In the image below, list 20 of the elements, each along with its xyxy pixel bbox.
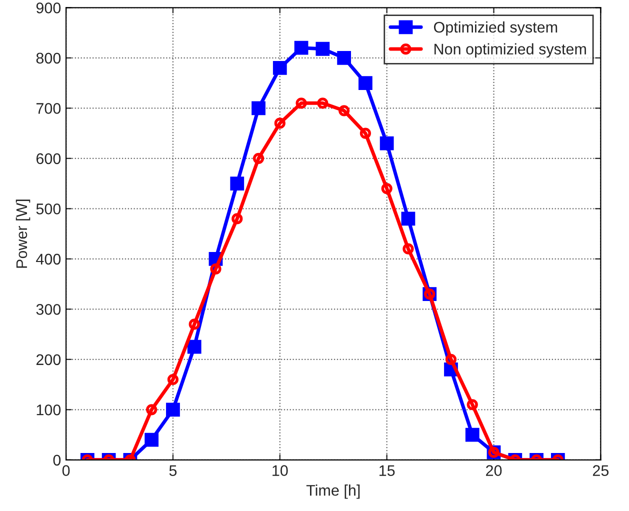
y-tick-label: 900 — [36, 2, 61, 14]
y-tick-label: 0 — [53, 454, 61, 466]
y-tick-label: 500 — [36, 204, 61, 214]
x-tick-label: 20 — [486, 465, 502, 476]
y-tick-label: 800 — [36, 52, 61, 64]
x-tick-label: 5 — [169, 465, 177, 476]
y-tick-label: 400 — [36, 254, 61, 265]
x-axis-title: Time [h] — [306, 484, 360, 499]
y-tick-label: 700 — [36, 103, 61, 114]
x-tick-label: 10 — [272, 465, 288, 476]
x-tick-label: 0 — [62, 465, 70, 476]
y-tick-label: 100 — [36, 404, 61, 416]
legend-label: Non optimizied system — [434, 43, 586, 58]
x-tick-label: 25 — [592, 465, 609, 476]
legend-label: Optimizied system — [434, 21, 558, 36]
x-tick-label: 15 — [380, 465, 395, 476]
y-tick-label: 200 — [36, 354, 61, 366]
y-tick-label: 600 — [36, 153, 61, 164]
y-axis-title: Power [W] — [16, 200, 30, 268]
y-tick-label: 300 — [36, 304, 61, 315]
